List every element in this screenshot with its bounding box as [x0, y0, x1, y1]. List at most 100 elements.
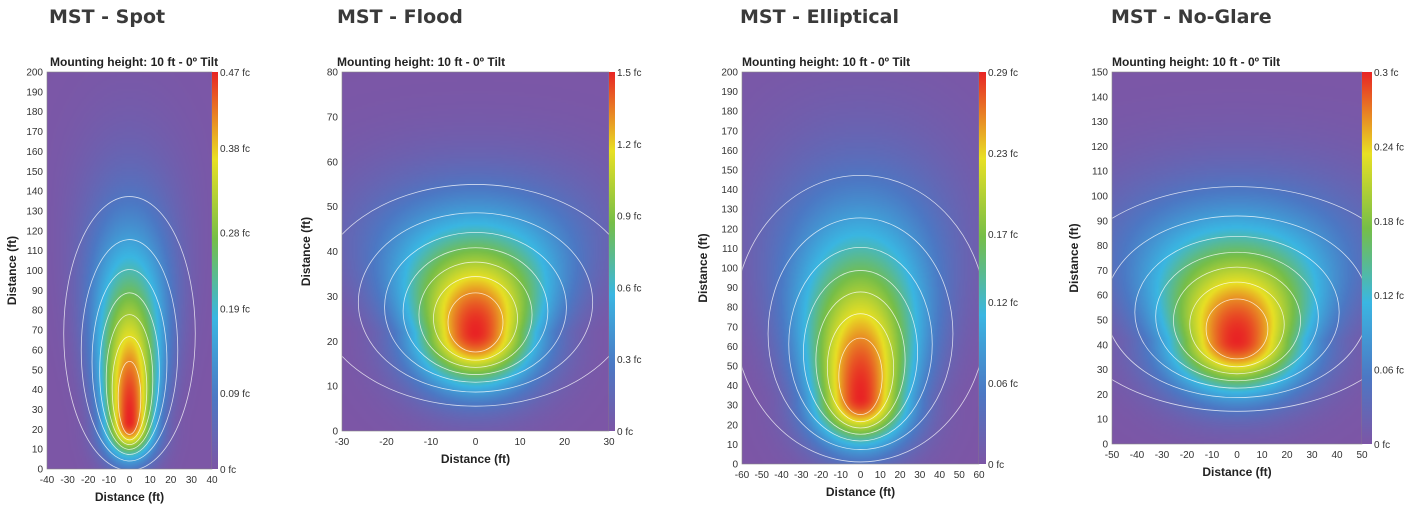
- y-tick-label: 70: [32, 326, 44, 337]
- y-tick-label: 160: [26, 147, 43, 158]
- colorbar-label: 0.19 fc: [220, 305, 250, 316]
- y-tick-label: 50: [327, 202, 339, 213]
- y-tick-label: 80: [32, 306, 44, 317]
- contour-line: [384, 231, 567, 383]
- x-tick-label: -30: [794, 470, 809, 481]
- y-tick-label: 140: [721, 185, 738, 196]
- colorbar-label: 0.06 fc: [1374, 366, 1404, 377]
- contour-line: [418, 261, 533, 368]
- y-tick-label: 70: [1097, 266, 1109, 277]
- y-tick-label: 120: [26, 226, 43, 237]
- contour-line: [1112, 186, 1362, 412]
- y-tick-label: 10: [32, 445, 44, 456]
- y-tick-label: 30: [1097, 365, 1109, 376]
- contour-line: [815, 291, 906, 429]
- chart-subtitle: Mounting height: 10 ft - 0º Tilt: [337, 55, 505, 69]
- colorbar-label: 0.17 fc: [988, 230, 1018, 241]
- y-tick-label: 130: [1091, 117, 1108, 128]
- x-tick-label: -20: [814, 470, 829, 481]
- y-tick-label: 0: [37, 465, 43, 476]
- y-tick-label: 120: [721, 224, 738, 235]
- y-tick-label: 50: [32, 365, 44, 376]
- y-tick-label: 160: [721, 146, 738, 157]
- y-tick-label: 200: [26, 68, 43, 79]
- contour-line: [117, 360, 142, 435]
- x-tick-label: -30: [335, 437, 350, 448]
- x-tick-label: 40: [1331, 450, 1343, 461]
- chart-panel-elliptical: MST - Elliptical 0 fc 0.06 fc 0.12 fc 0.17 …: [690, 0, 1060, 510]
- y-tick-label: 90: [32, 286, 44, 297]
- chart-subtitle: Mounting height: 10 ft - 0º Tilt: [50, 55, 218, 69]
- y-tick-label: 50: [727, 362, 739, 373]
- colorbar-label: 0.9 fc: [617, 212, 641, 223]
- x-tick-label: -50: [1105, 450, 1120, 461]
- y-tick-label: 110: [722, 244, 738, 255]
- contour-line: [342, 184, 609, 407]
- chart-title: MST - Elliptical: [740, 6, 899, 28]
- colorbar-label: 1.5 fc: [617, 68, 641, 79]
- colorbar-label: 0 fc: [617, 427, 633, 438]
- x-tick-label: -40: [1130, 450, 1145, 461]
- x-tick-label: -40: [774, 470, 789, 481]
- y-tick-label: 90: [727, 283, 739, 294]
- chart-svg: 0 fc 0.06 fc 0.12 fc 0.17 fc 0.23 fc 0.29 fc M…: [696, 55, 1018, 499]
- colorbar-label: 0.28 fc: [220, 228, 250, 239]
- colorbar: [609, 72, 615, 431]
- x-tick-label: -30: [60, 475, 75, 486]
- x-tick-label: 60: [973, 470, 985, 481]
- x-tick-label: 30: [603, 437, 615, 448]
- chart-panel-spot: MST - Spot 0 fc 0.09 fc 0.19 fc 0.28 fc 0.38…: [0, 0, 260, 510]
- x-tick-label: -10: [834, 470, 849, 481]
- y-tick-label: 140: [1091, 92, 1108, 103]
- contour-line: [742, 175, 979, 463]
- y-tick-label: 130: [721, 205, 738, 216]
- x-tick-label: 0: [127, 475, 133, 486]
- contour-line: [433, 276, 518, 361]
- colorbar: [979, 72, 986, 464]
- y-tick-label: 40: [727, 381, 739, 392]
- heatmap-field: [742, 72, 979, 464]
- y-tick-label: 150: [26, 167, 43, 178]
- y-tick-label: 20: [727, 420, 739, 431]
- colorbar-label: 0 fc: [220, 465, 236, 476]
- y-tick-label: 100: [1091, 192, 1108, 203]
- y-tick-label: 20: [32, 425, 44, 436]
- x-tick-label: 50: [954, 470, 966, 481]
- contour-line: [838, 337, 883, 415]
- x-tick-label: -40: [40, 475, 55, 486]
- y-axis-label: Distance (ft): [696, 233, 710, 302]
- x-tick-label: -20: [379, 437, 394, 448]
- colorbar-label: 0.24 fc: [1374, 142, 1404, 153]
- chart-svg: 0 fc 0.09 fc 0.19 fc 0.28 fc 0.38 fc 0.47 fcM…: [5, 55, 250, 504]
- y-tick-label: 30: [727, 401, 739, 412]
- y-tick-label: 150: [721, 166, 738, 177]
- contour-line: [1112, 215, 1362, 399]
- colorbar-label: 0.47 fc: [220, 68, 250, 79]
- contour-line: [357, 212, 594, 393]
- x-tick-label: -10: [424, 437, 439, 448]
- colorbar-label: 0.09 fc: [220, 389, 250, 400]
- y-tick-label: 200: [721, 68, 738, 79]
- contour-line: [63, 196, 196, 469]
- x-tick-label: -20: [81, 475, 96, 486]
- y-tick-label: 100: [721, 264, 738, 275]
- colorbar-label: 0 fc: [1374, 440, 1390, 451]
- y-tick-label: 190: [26, 87, 43, 98]
- y-tick-label: 190: [721, 87, 738, 98]
- contour-line: [111, 336, 148, 441]
- x-tick-label: 40: [934, 470, 946, 481]
- colorbar-label: 0.12 fc: [988, 298, 1018, 309]
- y-tick-label: 80: [327, 68, 339, 79]
- y-tick-label: 10: [327, 382, 339, 393]
- chart-svg: 0 fc 0.3 fc 0.6 fc 0.9 fc 1.2 fc 1.5 fc Mounti…: [299, 55, 641, 466]
- x-tick-label: 30: [914, 470, 926, 481]
- colorbar-label: 0.23 fc: [988, 149, 1018, 160]
- chart-panel-flood: MST - Flood 0 fc 0.3 fc 0.6 fc 0.9 fc 1.2 fc…: [290, 0, 660, 510]
- y-tick-label: 10: [1097, 415, 1109, 426]
- y-tick-label: 40: [327, 247, 339, 258]
- y-tick-label: 40: [32, 385, 44, 396]
- y-tick-label: 140: [26, 187, 43, 198]
- y-tick-label: 0: [332, 427, 338, 438]
- y-tick-label: 30: [32, 405, 44, 416]
- contour-line: [802, 270, 919, 435]
